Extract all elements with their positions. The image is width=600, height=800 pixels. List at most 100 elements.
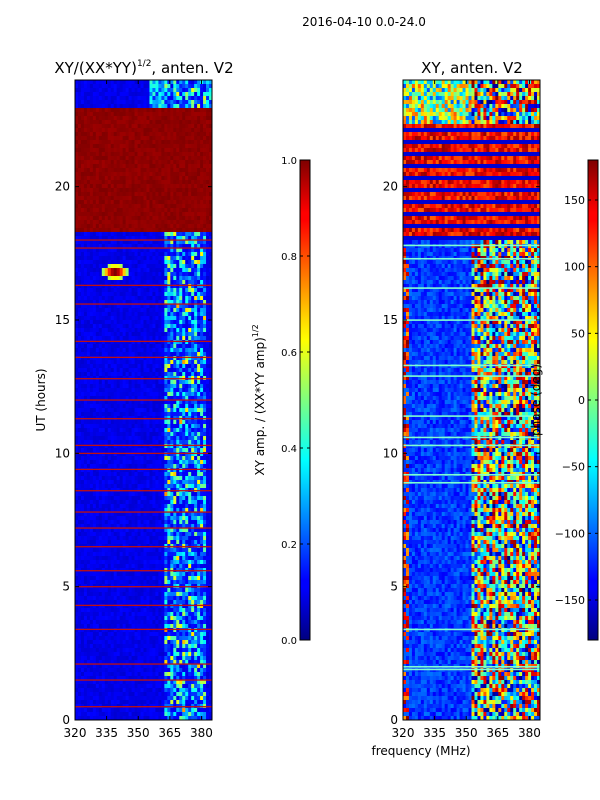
panel-amplitude-cell bbox=[173, 408, 177, 413]
panel-amplitude-cell bbox=[182, 504, 186, 509]
panel-amplitude-cell bbox=[188, 304, 192, 309]
panel-amplitude-cell bbox=[200, 116, 204, 121]
panel-amplitude-cell bbox=[173, 508, 177, 513]
panel-amplitude-cell bbox=[161, 148, 165, 153]
panel-amplitude-cell bbox=[101, 500, 106, 505]
panel-amplitude-cell bbox=[170, 432, 174, 437]
panel-amplitude-cell bbox=[200, 352, 204, 357]
panel-amplitude-cell bbox=[167, 368, 171, 373]
panel-amplitude-cell bbox=[158, 208, 162, 213]
panel-amplitude-cell bbox=[191, 424, 195, 429]
panel-amplitude-cell bbox=[75, 428, 79, 433]
panel-amplitude-cell bbox=[203, 296, 207, 301]
panel-amplitude-cell bbox=[155, 468, 159, 473]
panel-amplitude-cell bbox=[155, 276, 159, 281]
panel-amplitude-cell bbox=[203, 220, 207, 225]
panel-amplitude-cell bbox=[80, 88, 85, 93]
panel-amplitude-cell bbox=[143, 164, 147, 169]
panel-amplitude-cell bbox=[188, 252, 192, 257]
panel-amplitude-cell bbox=[86, 392, 91, 397]
panel-amplitude-cell bbox=[170, 156, 174, 161]
panel-amplitude-cell bbox=[140, 304, 144, 309]
panel-amplitude-cell bbox=[158, 136, 162, 141]
panel-amplitude-cell bbox=[86, 276, 91, 281]
panel-amplitude-cell bbox=[200, 196, 204, 201]
panel-amplitude-cell bbox=[188, 476, 192, 481]
panel-amplitude-cell bbox=[140, 440, 144, 445]
panel-amplitude-cell bbox=[134, 164, 138, 169]
panel-amplitude-cell bbox=[83, 208, 88, 213]
panel-amplitude-cell bbox=[149, 356, 153, 361]
panel-amplitude-cell bbox=[92, 112, 97, 117]
panel-amplitude-cell bbox=[137, 436, 141, 441]
panel-amplitude-cell bbox=[95, 480, 100, 485]
panel-amplitude-cell bbox=[167, 336, 171, 341]
panel-amplitude-cell bbox=[161, 248, 165, 253]
panel-amplitude-cell bbox=[83, 220, 88, 225]
panel-amplitude-cell bbox=[194, 176, 198, 181]
panel-amplitude-cell bbox=[143, 268, 147, 273]
panel-amplitude-cell bbox=[92, 432, 97, 437]
panel-amplitude-cell bbox=[110, 92, 115, 97]
panel-amplitude-cell bbox=[83, 288, 88, 293]
panel-amplitude-cell bbox=[206, 452, 210, 457]
panel-amplitude-cell bbox=[149, 480, 153, 485]
panel-amplitude-cell bbox=[143, 352, 147, 357]
panel-amplitude-cell bbox=[143, 396, 147, 401]
panel-amplitude-cell bbox=[125, 228, 130, 233]
panel-amplitude-cell bbox=[146, 464, 150, 469]
panel-amplitude-cell bbox=[104, 344, 109, 349]
panel-amplitude-cell bbox=[119, 388, 124, 393]
panel-amplitude-cell bbox=[75, 440, 79, 445]
panel-amplitude-cell bbox=[92, 152, 97, 157]
panel-amplitude-cell bbox=[86, 356, 91, 361]
panel-amplitude-cell bbox=[134, 104, 138, 109]
panel-amplitude-cell bbox=[92, 88, 97, 93]
panel-amplitude-cell bbox=[110, 476, 115, 481]
panel-amplitude-cell bbox=[176, 120, 180, 125]
panel-amplitude-cell bbox=[107, 336, 112, 341]
panel-amplitude-cell bbox=[80, 436, 85, 441]
panel-amplitude-cell bbox=[140, 420, 144, 425]
panel-amplitude-cell bbox=[200, 184, 204, 189]
panel-amplitude-cell bbox=[110, 184, 115, 189]
panel-amplitude-cell bbox=[92, 412, 97, 417]
panel-amplitude-cell bbox=[75, 280, 79, 285]
panel-amplitude-cell bbox=[113, 92, 118, 97]
panel-amplitude-cell bbox=[89, 340, 94, 345]
panel-amplitude-cell bbox=[89, 432, 94, 437]
panel-amplitude-cell bbox=[122, 440, 127, 445]
panel-amplitude-cell bbox=[89, 268, 94, 273]
panel-amplitude-cell bbox=[122, 256, 127, 261]
panel-amplitude-cell bbox=[98, 496, 103, 501]
panel-amplitude-cell bbox=[158, 196, 162, 201]
panel-amplitude-cell bbox=[203, 252, 207, 257]
panel-amplitude-cell bbox=[95, 124, 100, 129]
panel-amplitude-cell bbox=[83, 256, 88, 261]
panel-amplitude-cell bbox=[179, 364, 183, 369]
panel-amplitude-cell bbox=[194, 244, 198, 249]
panel-amplitude-cell bbox=[83, 96, 88, 101]
panel-amplitude-cell bbox=[86, 412, 91, 417]
panel-amplitude-cell bbox=[191, 172, 195, 177]
panel-amplitude-cell bbox=[116, 92, 121, 97]
panel-amplitude-cell bbox=[92, 136, 97, 141]
panel-amplitude-cell bbox=[191, 144, 195, 149]
panel-amplitude-cell bbox=[75, 128, 79, 133]
panel-amplitude-cell bbox=[101, 456, 106, 461]
panel-amplitude-cell bbox=[131, 108, 135, 113]
panel-amplitude-cell bbox=[149, 476, 153, 481]
panel-amplitude-cell bbox=[191, 228, 195, 233]
panel-amplitude-cell bbox=[167, 464, 171, 469]
panel-amplitude-cell bbox=[173, 104, 177, 109]
panel-amplitude-cell bbox=[188, 340, 192, 345]
panel-amplitude-cell bbox=[209, 384, 213, 389]
panel-amplitude-cell bbox=[98, 424, 103, 429]
panel-amplitude-cell bbox=[125, 456, 130, 461]
panel-amplitude-cell bbox=[200, 148, 204, 153]
panel-amplitude-cell bbox=[89, 436, 94, 441]
panel-amplitude-cell bbox=[95, 380, 100, 385]
panel-amplitude-cell bbox=[101, 388, 106, 393]
panel-amplitude-cell bbox=[203, 420, 207, 425]
panel-amplitude-cell bbox=[176, 316, 180, 321]
